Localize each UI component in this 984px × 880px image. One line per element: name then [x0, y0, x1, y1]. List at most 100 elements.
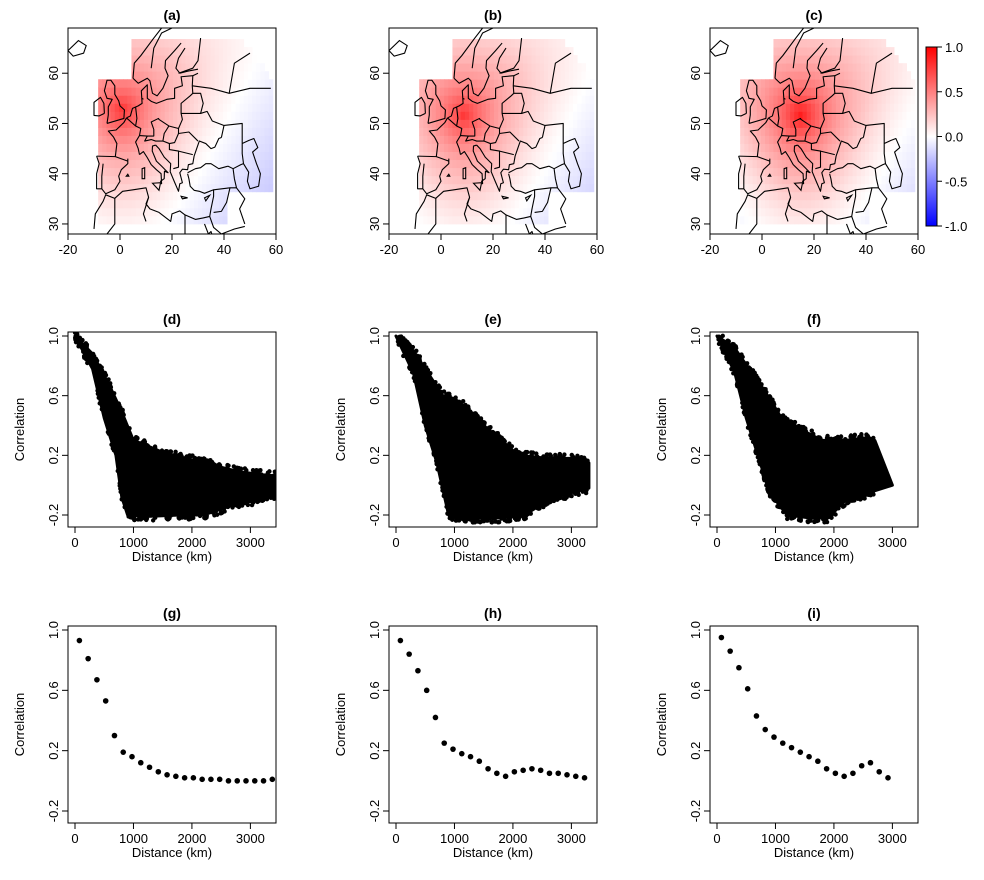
corr-cell	[193, 183, 199, 193]
corr-cell	[906, 95, 912, 104]
coastline-border	[797, 137, 864, 192]
corr-cell	[202, 71, 207, 80]
corr-cell	[506, 151, 512, 161]
corr-cell	[260, 95, 265, 104]
y-tick-label: 0.6	[688, 681, 703, 699]
corr-cell	[773, 159, 778, 169]
corr-cell	[523, 55, 528, 64]
corr-cell	[740, 175, 745, 185]
corr-cell	[552, 135, 557, 144]
corr-cell	[243, 119, 249, 128]
corr-cell	[469, 151, 474, 161]
corr-cell	[773, 167, 778, 177]
colorbar-tick-label: 0.0	[945, 130, 963, 145]
data-point	[206, 459, 211, 465]
island-outline	[845, 193, 854, 202]
corr-cell	[123, 175, 128, 185]
corr-cell	[148, 87, 153, 96]
corr-cell	[473, 143, 478, 152]
corr-cell	[556, 39, 561, 48]
corr-cell	[260, 79, 265, 88]
corr-cell	[781, 135, 787, 144]
corr-cell	[456, 103, 462, 112]
corr-cell	[252, 79, 257, 88]
corr-cell	[815, 215, 820, 225]
corr-cell	[206, 95, 211, 104]
corr-cell	[102, 183, 107, 193]
corr-cell	[510, 87, 516, 96]
corr-cell	[181, 191, 186, 201]
corr-cell	[514, 119, 520, 128]
corr-cell	[539, 63, 545, 72]
corr-cell	[444, 207, 449, 217]
corr-cell	[218, 159, 224, 169]
corr-cell	[502, 135, 507, 144]
coastline-border	[783, 97, 786, 100]
x-tick-label: -20	[59, 242, 78, 257]
corr-cell	[848, 55, 853, 64]
corr-cell	[243, 127, 249, 136]
corr-cell	[460, 71, 466, 80]
corr-cell	[527, 55, 532, 64]
corr-cell	[548, 79, 553, 88]
corr-cell	[135, 191, 141, 201]
corr-cell	[143, 111, 149, 120]
coastline-border	[150, 28, 173, 69]
corr-cell	[860, 167, 866, 177]
corr-cell	[439, 191, 445, 201]
corr-cell	[98, 127, 103, 136]
coastline-border	[428, 117, 448, 157]
corr-cell	[740, 183, 745, 193]
corr-cell	[260, 159, 265, 169]
data-point	[529, 452, 534, 458]
y-tick-label: 0.6	[367, 387, 382, 405]
corr-cell	[247, 175, 253, 185]
data-point	[457, 399, 462, 405]
corr-cell	[481, 183, 487, 193]
points-group	[715, 333, 894, 525]
corr-cell	[877, 135, 882, 144]
corr-cell	[906, 159, 912, 169]
corr-cell	[898, 87, 903, 96]
corr-cell	[198, 215, 203, 225]
corr-cell	[744, 215, 749, 225]
data-point	[850, 770, 856, 777]
corr-cell	[494, 175, 499, 185]
corr-cell	[840, 143, 845, 152]
corr-cell	[439, 159, 445, 169]
corr-cell	[473, 47, 478, 56]
data-point	[187, 454, 193, 459]
x-tick-label: 0	[71, 535, 78, 550]
corr-cell	[543, 119, 549, 128]
y-tick-label: 1.0	[688, 327, 703, 345]
corr-cell	[552, 119, 557, 128]
coastline-border	[389, 39, 408, 57]
corr-cell	[256, 159, 261, 169]
corr-cell	[510, 95, 516, 104]
corr-cell	[785, 87, 791, 96]
corr-cell	[535, 95, 541, 104]
corr-cell	[502, 87, 507, 96]
corr-cell	[510, 119, 516, 128]
corr-cell	[769, 183, 774, 193]
corr-cell	[168, 87, 174, 96]
corr-cell	[252, 127, 257, 136]
corr-cell	[435, 167, 441, 177]
corr-cell	[810, 47, 816, 56]
corr-cell	[860, 127, 866, 136]
corr-cell	[268, 183, 274, 193]
data-point	[250, 468, 256, 473]
corr-cell	[831, 119, 837, 128]
corr-cell	[106, 135, 112, 144]
corr-cell	[840, 71, 845, 80]
corr-cell	[185, 191, 191, 201]
corr-cell	[252, 63, 257, 72]
data-point	[727, 648, 733, 654]
corr-cell	[889, 175, 895, 185]
corr-cell	[469, 71, 474, 80]
data-point	[720, 347, 725, 353]
corr-cell	[777, 135, 783, 144]
data-point	[752, 370, 757, 376]
corr-cell	[177, 63, 182, 72]
corr-cell	[885, 159, 891, 169]
